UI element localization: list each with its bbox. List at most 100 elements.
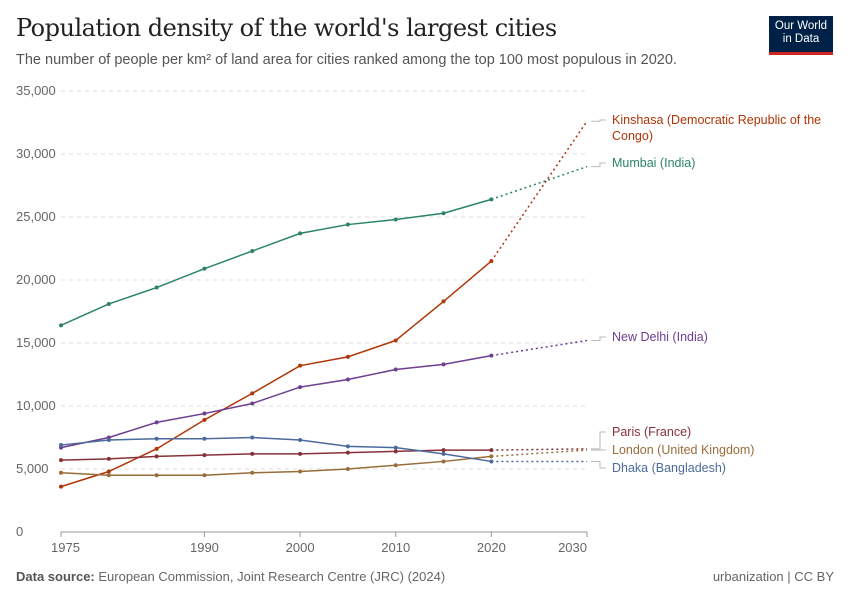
data-point [59,443,63,448]
data-point [106,438,111,443]
data-point [202,473,207,478]
series-label-cont: Congo) [612,129,653,143]
data-point [298,438,303,443]
data-point [393,463,398,468]
x-tick-label: 1990 [190,540,219,555]
series-line [60,354,492,449]
data-point [250,470,255,475]
data-point [345,467,350,471]
data-point [489,459,494,464]
data-point [202,266,207,271]
data-point [154,454,159,459]
series-label: Kinshasa (Democratic Republic of the [612,113,821,127]
data-point [489,448,494,453]
label-connector [591,119,606,122]
series-line [60,260,492,488]
data-point [489,454,494,459]
license[interactable]: urbanization | CC BY [712,569,834,584]
y-tick-label: 15,000 [16,335,56,350]
data-point [202,436,207,441]
data-point [106,473,111,478]
series-line [60,198,492,327]
x-tick-label: 2020 [477,540,506,555]
x-tick-label: 2010 [381,540,410,555]
series-label: Mumbai (India) [612,156,695,170]
y-tick-label: 10,000 [16,398,56,413]
data-point [345,354,350,359]
data-point [441,299,446,304]
data-point [441,459,446,464]
chart-subtitle: The number of people per km² of land are… [16,52,677,68]
data-point [154,446,159,451]
series-line [60,455,492,477]
data-point [59,484,63,489]
data-point [59,458,63,463]
data-point [154,473,159,478]
data-point [345,222,350,227]
owid-logo[interactable]: Our World in Data [769,16,833,55]
data-point [441,448,446,453]
x-tick-label: 2000 [286,540,315,555]
data-point [298,469,303,474]
data-point [250,249,255,254]
data-point [298,363,303,368]
data-point [345,377,350,382]
label-connector [591,431,606,450]
x-tick-label: 2030 [558,540,587,555]
data-point [202,453,207,458]
data-point [345,444,350,449]
projection-line [491,449,588,458]
projection-line [490,120,588,262]
data-point [345,450,350,455]
data-point [489,259,494,264]
data-point [250,451,255,456]
series-label: London (United Kingdom) [612,443,754,457]
y-tick-label: 0 [16,524,23,539]
projection-line [491,339,588,357]
data-source: Data source: European Commission, Joint … [16,569,446,584]
data-point [106,469,111,474]
data-point [106,301,111,306]
data-point [393,367,398,372]
y-tick-label: 35,000 [16,83,56,98]
data-point [154,436,159,441]
data-point [154,420,159,425]
y-tick-label: 25,000 [16,209,56,224]
series-line [60,436,492,463]
data-point [489,353,494,358]
data-point [202,411,207,416]
y-tick-label: 30,000 [16,146,56,161]
chart-title: Population density of the world's larges… [16,14,557,42]
data-point [59,470,63,475]
data-point [489,197,494,202]
data-point [393,449,398,454]
y-tick-label: 20,000 [16,272,56,287]
x-tick-label: 1975 [51,540,80,555]
label-connector [591,460,606,469]
label-connector [591,162,606,168]
data-point [298,385,303,390]
series-label: New Delhi (India) [612,330,708,344]
data-point [298,231,303,236]
projection-line [491,448,588,451]
data-point [202,417,207,422]
label-connector [591,336,606,341]
data-point [393,445,398,450]
series-label: Paris (France) [612,425,691,439]
data-point [441,211,446,216]
data-point [250,391,255,396]
y-tick-label: 5,000 [16,461,49,476]
data-point [59,323,63,328]
data-point [250,435,255,440]
series-label: Dhaka (Bangladesh) [612,461,726,475]
data-point [250,401,255,406]
data-point [441,362,446,367]
data-point [154,285,159,290]
data-point [441,451,446,456]
data-point [393,338,398,343]
data-point [298,451,303,456]
projection-line [491,165,588,201]
data-point [106,456,111,461]
data-point [393,217,398,222]
